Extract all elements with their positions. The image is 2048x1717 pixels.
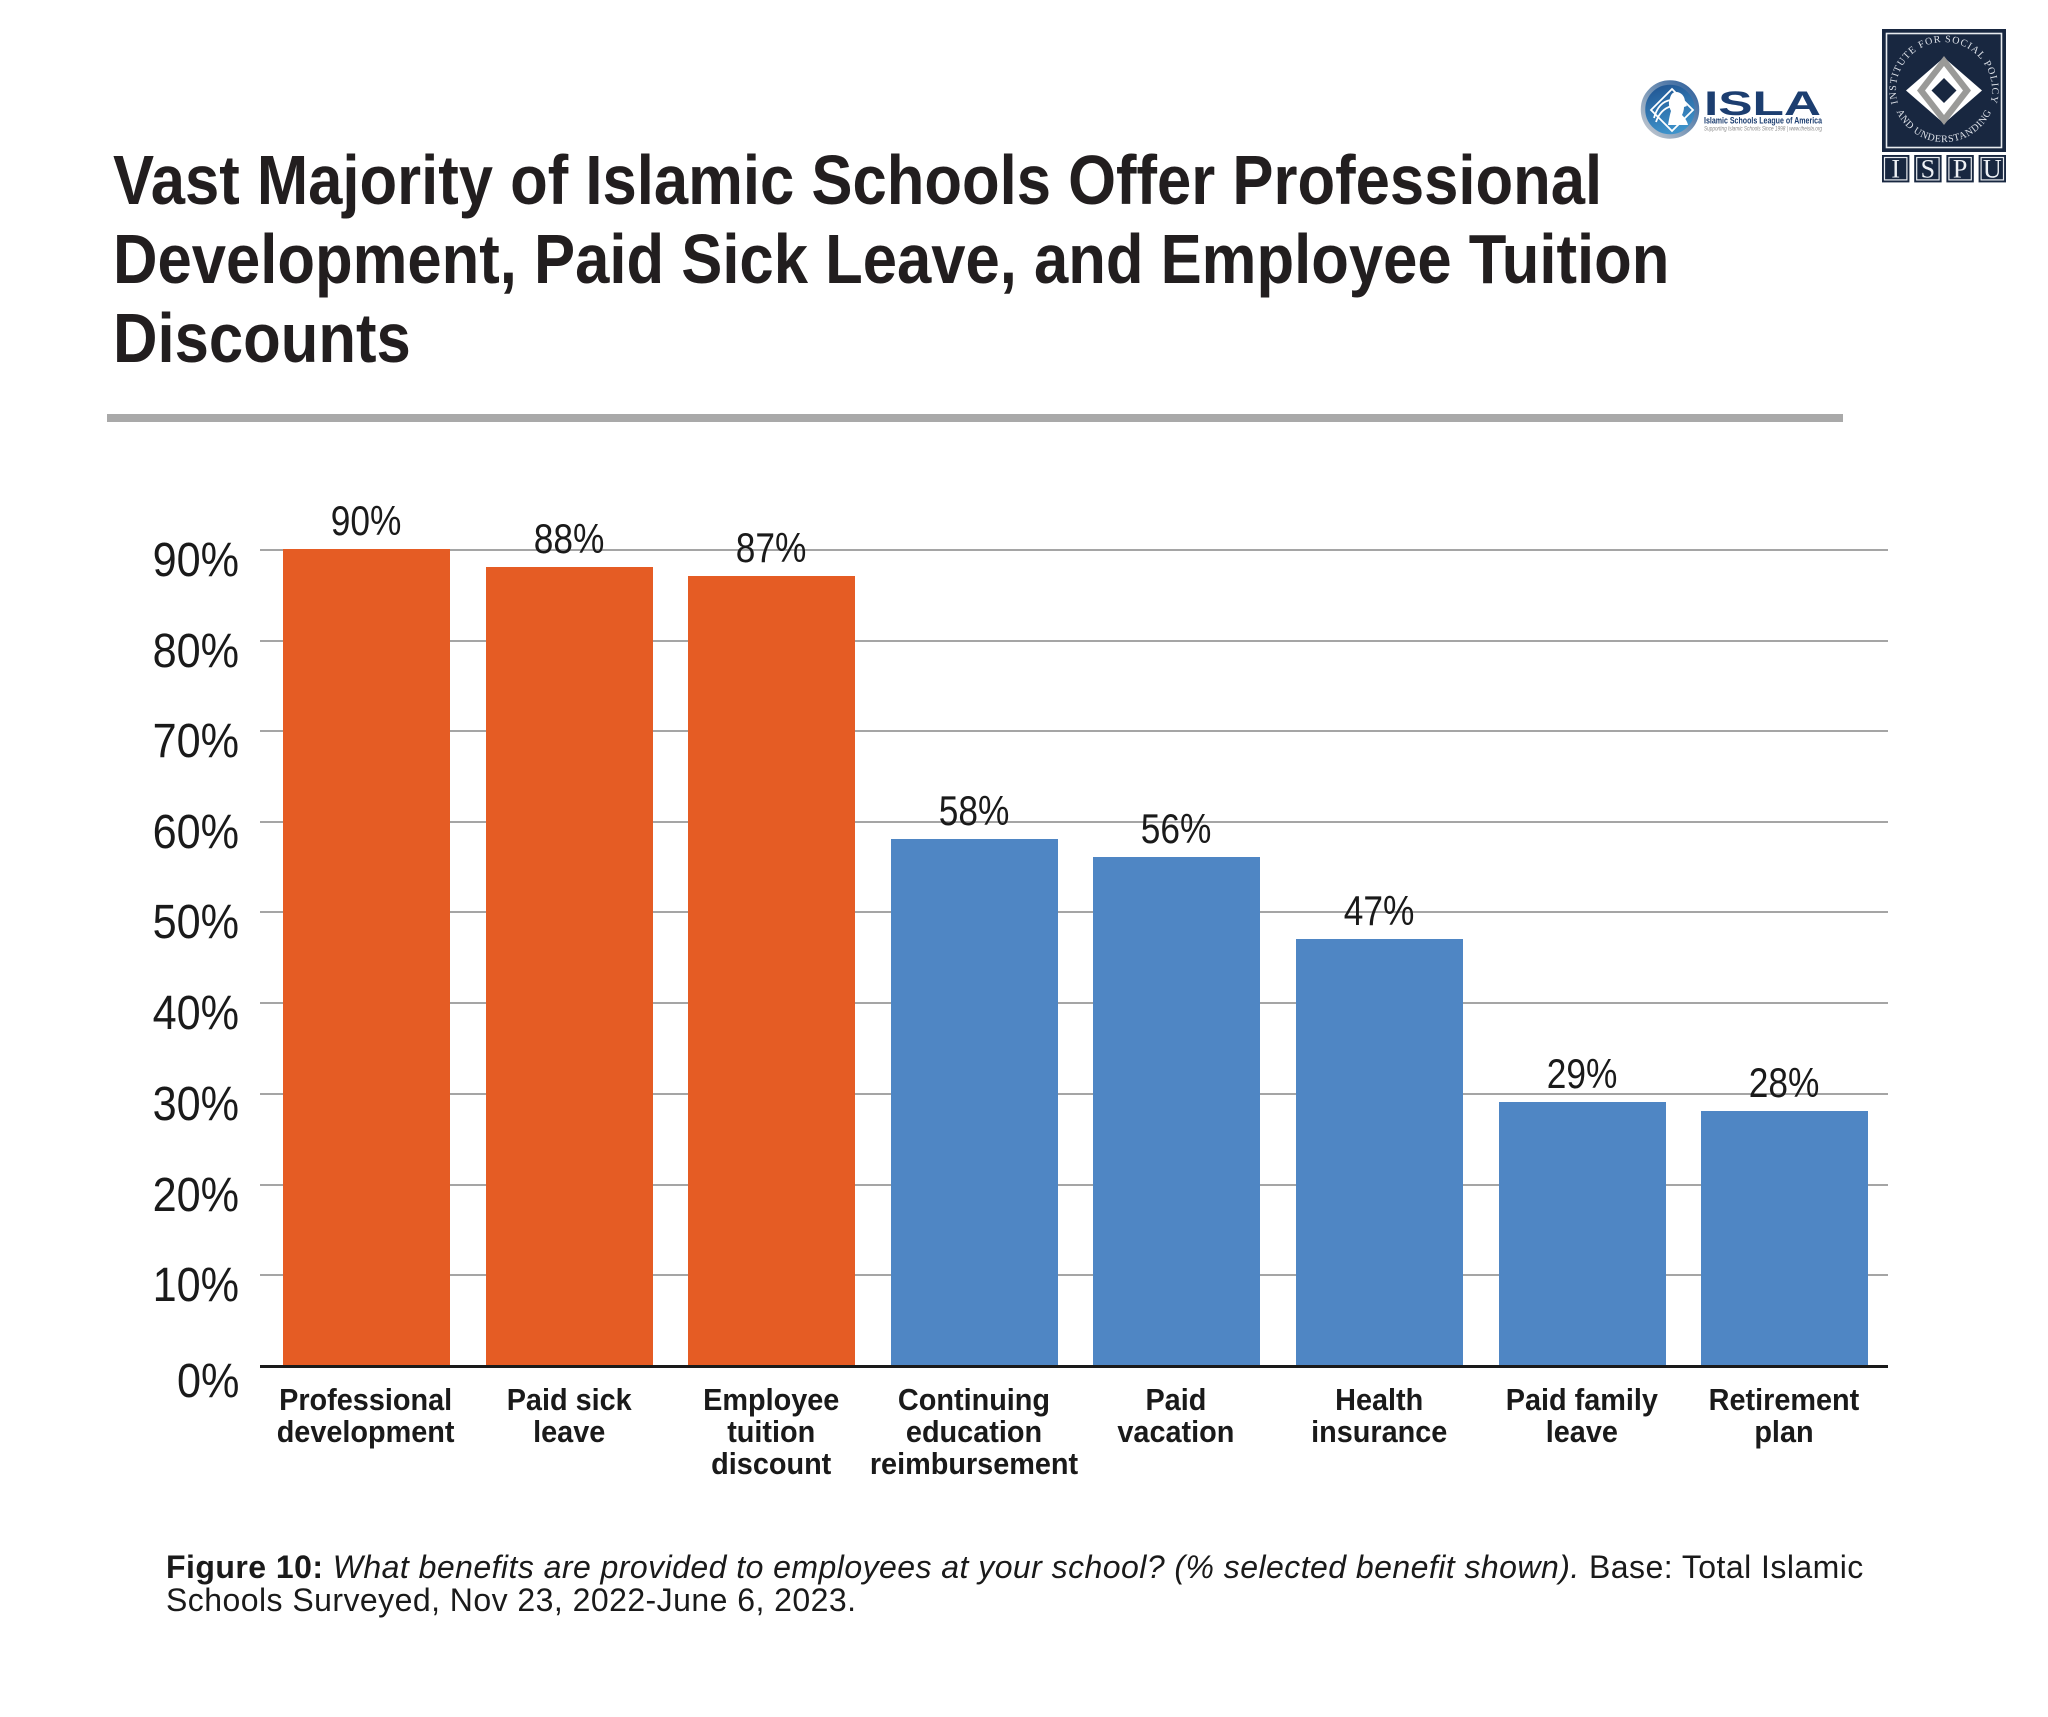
svg-text:P: P bbox=[1953, 155, 1967, 184]
svg-text:I: I bbox=[1891, 155, 1900, 184]
svg-text:U: U bbox=[1983, 155, 2002, 184]
svg-text:S: S bbox=[1921, 155, 1935, 184]
svg-text:ISLA: ISLA bbox=[1704, 85, 1821, 123]
svg-text:Islamic Schools League of Amer: Islamic Schools League of America bbox=[1704, 116, 1823, 127]
svg-text:Supporting Islamic Schools Sin: Supporting Islamic Schools Since 1998 | … bbox=[1704, 126, 1822, 133]
